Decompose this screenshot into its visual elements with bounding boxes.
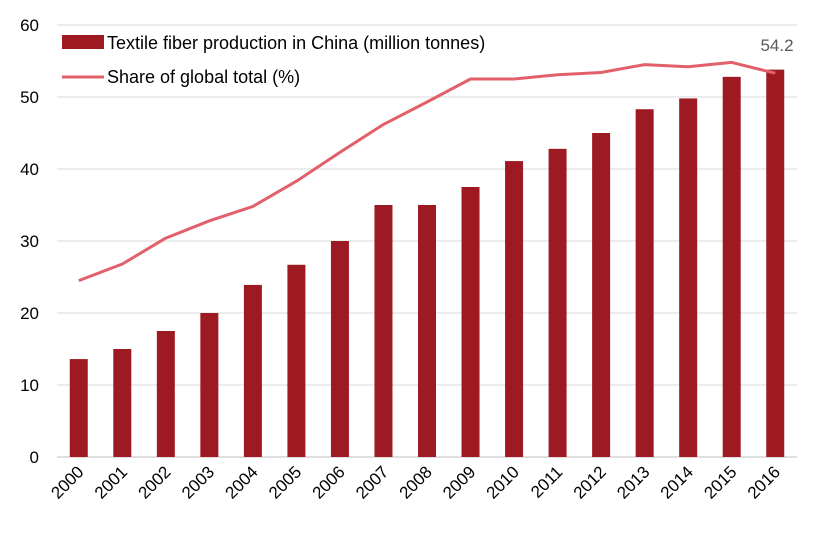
- x-tick-label: 2010: [483, 462, 523, 502]
- legend-bar-swatch: [62, 35, 104, 49]
- bar-2015: [722, 76, 741, 457]
- x-tick-label: 2014: [657, 462, 697, 502]
- legend-bar-label: Textile fiber production in China (milli…: [107, 33, 485, 53]
- y-tick-label: 60: [20, 16, 39, 35]
- x-tick-label: 2009: [439, 462, 479, 502]
- y-tick-label: 0: [30, 448, 39, 467]
- y-tick-label: 10: [20, 376, 39, 395]
- bar-2002: [156, 331, 175, 457]
- bar-2007: [374, 205, 393, 457]
- y-tick-label: 40: [20, 160, 39, 179]
- share-line: [78, 60, 776, 283]
- x-tick-label: 2000: [47, 462, 87, 502]
- x-tick-label: 2011: [527, 462, 566, 501]
- bar-2006: [330, 241, 349, 457]
- x-tick-label: 2007: [352, 462, 392, 502]
- data-label-2016: 54.2: [760, 36, 793, 55]
- bar-2016: [766, 69, 785, 457]
- bar-2000: [69, 359, 88, 457]
- y-axis: 0 10 20 30 40 50 60: [20, 16, 39, 467]
- x-tick-label: 2016: [744, 462, 784, 502]
- x-axis: 2000 2001 2002 2003 2004 2005 2006 2007 2008 2009…: [47, 462, 784, 502]
- bar-2009: [461, 187, 480, 457]
- x-tick-label: 2003: [178, 462, 218, 502]
- bar-2005: [287, 264, 306, 457]
- x-tick-label: 2001: [91, 462, 131, 502]
- y-tick-label: 50: [20, 88, 39, 107]
- bar-2011: [548, 148, 567, 457]
- x-tick-label: 2004: [222, 462, 262, 502]
- bar-2003: [200, 313, 219, 457]
- bar-2014: [679, 98, 698, 457]
- x-tick-label: 2012: [570, 462, 610, 502]
- bar-2004: [243, 284, 262, 457]
- legend-line-label: Share of global total (%): [107, 67, 300, 87]
- x-tick-label: 2002: [134, 462, 174, 502]
- x-tick-label: 2005: [265, 462, 305, 502]
- bar-series: [69, 69, 785, 458]
- bar-2008: [418, 205, 436, 457]
- line-series: [78, 60, 776, 283]
- x-tick-label: 2008: [396, 462, 436, 502]
- bar-2010: [505, 161, 524, 457]
- y-tick-label: 30: [20, 232, 39, 251]
- bar-2012: [592, 133, 611, 457]
- bar-2001: [113, 349, 132, 457]
- x-tick-label: 2013: [613, 462, 653, 502]
- legend: Textile fiber production in China (milli…: [62, 33, 485, 87]
- y-tick-label: 20: [20, 304, 39, 323]
- bar-2013: [635, 109, 654, 458]
- x-tick-label: 2006: [309, 462, 349, 502]
- x-tick-label: 2015: [700, 462, 740, 502]
